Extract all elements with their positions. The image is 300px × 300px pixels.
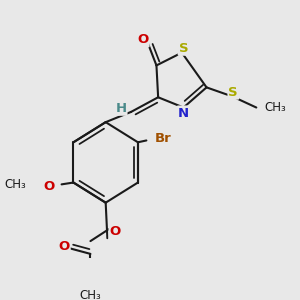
Text: O: O	[44, 180, 55, 193]
Text: S: S	[179, 42, 188, 55]
Text: CH₃: CH₃	[265, 101, 286, 114]
Text: O: O	[58, 240, 70, 253]
Text: N: N	[178, 106, 189, 119]
Text: CH₃: CH₃	[80, 289, 101, 300]
Text: O: O	[137, 33, 148, 46]
Text: CH₃: CH₃	[4, 178, 26, 191]
Text: O: O	[110, 225, 121, 239]
Text: Br: Br	[155, 132, 172, 145]
Text: H: H	[115, 102, 127, 115]
Text: S: S	[229, 85, 238, 99]
